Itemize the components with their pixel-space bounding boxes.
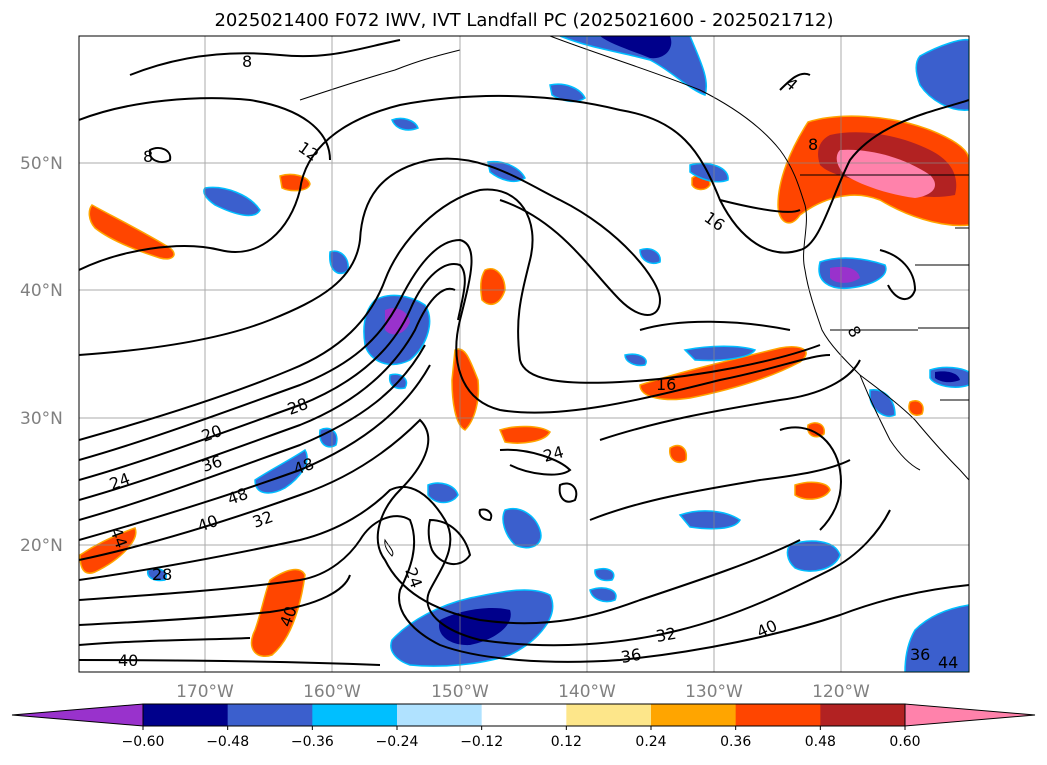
coastlines (299, 36, 969, 557)
contour-label: 16 (656, 375, 676, 394)
colorbar-swatch (397, 704, 483, 726)
latitude-labels: 50°N 40°N 30°N 20°N (20, 154, 63, 556)
positive-band-33n (639, 346, 807, 401)
negative-region-gulf-alaska (559, 36, 708, 96)
colorbar-ticks: −0.60 −0.48 −0.36 −0.24 −0.12 0.12 0.24 0.36 0.4… (122, 726, 921, 750)
colorbar-swatch (735, 704, 821, 726)
contour-label: 8 (143, 147, 153, 166)
colorbar-swatch (312, 704, 398, 726)
lat-label-50n: 50°N (20, 154, 63, 174)
contour-label: 36 (910, 645, 930, 664)
colorbar-tick-label: 0.24 (635, 734, 666, 750)
colorbar-tick-label: −0.36 (291, 734, 334, 750)
colorbar-tick-label: 0.60 (889, 734, 920, 750)
contour-label: 24 (541, 442, 566, 466)
colorbar-tick-label: −0.24 (376, 734, 419, 750)
colorbar-swatch (481, 704, 567, 726)
colorbar-tick-label: −0.12 (460, 734, 503, 750)
plot-area: 8 8 12 16 16 20 24 24 24 28 28 32 32 36 … (79, 36, 969, 672)
contour-label: 28 (152, 565, 172, 584)
colorbar-tick-label: 0.48 (805, 734, 836, 750)
lon-label-130w: 130°W (685, 682, 743, 702)
lat-label-30n: 30°N (20, 409, 63, 429)
gridlines (79, 36, 969, 672)
contour-label: 32 (654, 624, 677, 646)
map-title: 2025021400 F072 IWV, IVT Landfall PC (20… (214, 10, 834, 31)
colorbar-tick-label: 0.12 (551, 734, 582, 750)
plot-border (78, 35, 970, 673)
colorbar: −0.60 −0.48 −0.36 −0.24 −0.12 0.12 0.24 0.36 0.4… (11, 703, 1036, 750)
lat-label-40n: 40°N (20, 281, 63, 301)
colorbar-swatch (820, 704, 906, 726)
contour-label: 8 (808, 135, 818, 154)
colorbar-swatch (566, 704, 652, 726)
colorbar-swatches (11, 703, 1036, 727)
contour-label: 44 (938, 653, 958, 672)
lat-label-20n: 20°N (20, 536, 63, 556)
colorbar-swatch (143, 704, 229, 726)
lon-label-150w: 150°W (431, 682, 489, 702)
contour-label: 8 (242, 52, 252, 71)
colorbar-swatch (651, 704, 737, 726)
lon-label-120w: 120°W (812, 682, 870, 702)
colorbar-extend-min (11, 703, 144, 727)
lon-label-160w: 160°W (303, 682, 361, 702)
contour-label: 40 (118, 651, 138, 670)
colorbar-swatch (227, 704, 313, 726)
longitude-labels: 170°W 160°W 150°W 140°W 130°W 120°W (176, 682, 870, 702)
colorbar-tick-label: −0.60 (122, 734, 165, 750)
iwv-contours (79, 39, 969, 666)
contour-label: 36 (619, 645, 642, 667)
colorbar-extend-max (904, 703, 1036, 727)
colorbar-tick-label: −0.48 (206, 734, 249, 750)
colorbar-frame (142, 703, 906, 727)
shaded-regions (79, 36, 969, 672)
lon-label-140w: 140°W (558, 682, 616, 702)
lon-label-170w: 170°W (176, 682, 234, 702)
colorbar-tick-label: 0.36 (720, 734, 751, 750)
